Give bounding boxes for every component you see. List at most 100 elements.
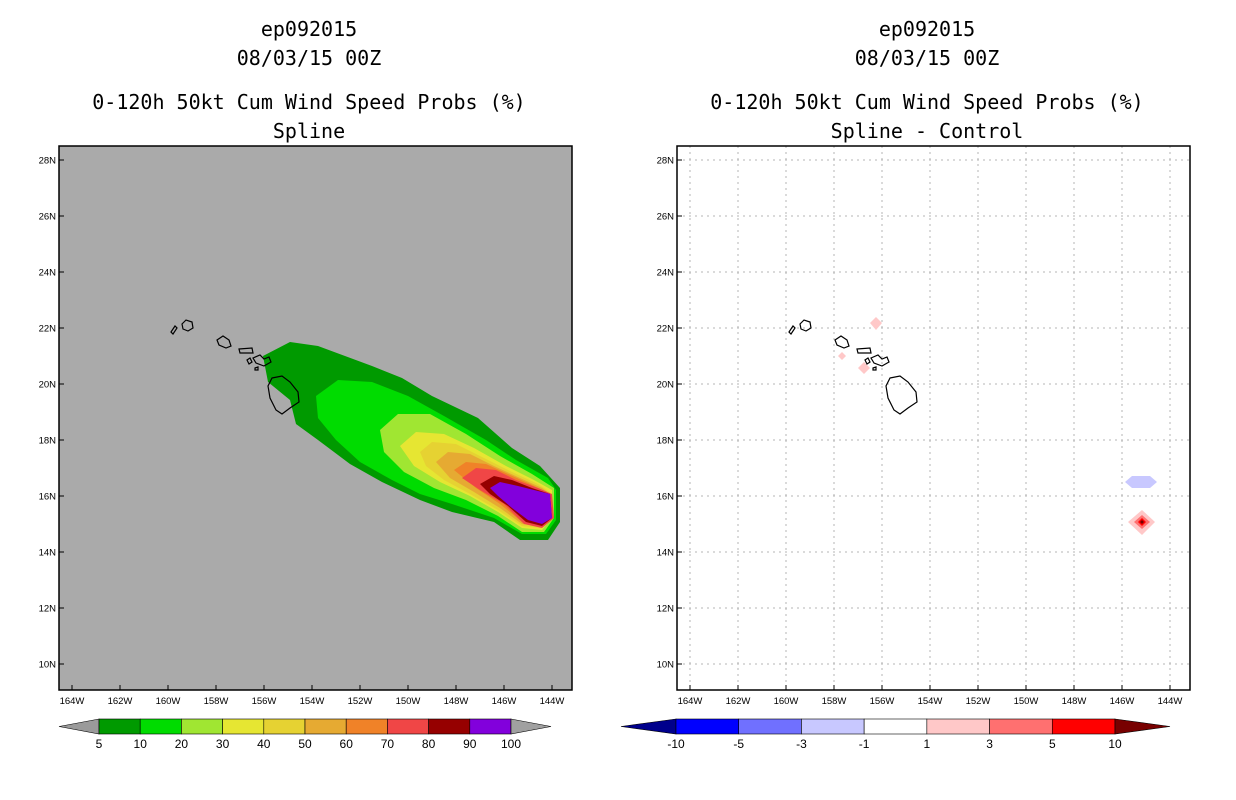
colorbar-swatch: [469, 718, 512, 735]
lon-tick-label: 160W: [156, 696, 181, 707]
left-colorbar: 5 10 20 30 40 50 60 70 80 90 100: [58, 718, 552, 751]
island-kahoolawe: [872, 366, 877, 371]
colorbar-label: -3: [796, 737, 807, 751]
colorbar-swatch: [675, 718, 740, 735]
lat-tick-label: 14N: [39, 548, 57, 559]
right-panel: ep092015 08/03/15 00Z 0-120h 50kt Cum Wi…: [618, 0, 1236, 800]
lon-tick-label: 154W: [300, 696, 325, 707]
left-panel: ep092015 08/03/15 00Z 0-120h 50kt Cum Wi…: [39, 17, 573, 751]
lon-tick-label: 148W: [444, 696, 469, 707]
lon-tick-label: 144W: [1158, 696, 1183, 707]
lon-tick-label: 162W: [726, 696, 751, 707]
lon-tick-label: 154W: [918, 696, 943, 707]
colorbar-label: 90: [463, 737, 477, 751]
colorbar-swatch: [139, 718, 182, 735]
lon-tick-label: 164W: [678, 696, 703, 707]
island-kahoolawe: [254, 366, 259, 371]
lon-tick-label: 152W: [348, 696, 373, 707]
hawaii-islands-left: [170, 319, 300, 415]
colorbar-label: 30: [216, 737, 230, 751]
left-datetime: 08/03/15 00Z: [236, 46, 382, 70]
lat-tick-label: 16N: [39, 492, 57, 503]
island-big-island: [267, 375, 300, 415]
right-colorbar: -10 -5 -3 -1 1 3 5 10: [620, 718, 1171, 751]
island-niihau: [170, 325, 178, 335]
diff-molokai-south: [858, 362, 870, 374]
lon-tick-label: 146W: [492, 696, 517, 707]
lon-tick-label: 152W: [966, 696, 991, 707]
colorbar-swatch: [98, 718, 141, 735]
prob-band-90: [490, 482, 552, 524]
colorbar-label: 20: [175, 737, 189, 751]
lon-tick-label: 156W: [870, 696, 895, 707]
colorbar-label: -10: [667, 737, 685, 751]
lon-tick-label: 158W: [204, 696, 229, 707]
colorbar-label: 50: [298, 737, 312, 751]
lat-tick-label: 20N: [39, 380, 57, 391]
lon-tick-label: 160W: [774, 696, 799, 707]
island-maui: [252, 354, 272, 367]
hawaii-islands-right: [788, 319, 918, 415]
lat-tick-label: 26N: [657, 212, 675, 223]
island-kauai: [799, 319, 812, 332]
colorbar-label: -5: [733, 737, 744, 751]
island-big-island: [885, 375, 918, 415]
colorbar-label: 80: [422, 737, 436, 751]
colorbar-swatch: [345, 718, 388, 735]
island-lanai: [246, 357, 253, 365]
lon-tick-label: 150W: [1014, 696, 1039, 707]
colorbar-label: 100: [501, 737, 521, 751]
lat-tick-label: 18N: [657, 436, 675, 447]
island-kauai: [181, 319, 194, 332]
left-lon-axis: 164W 162W 160W 158W 156W 154W 152W 150W 148W 146W…: [60, 685, 565, 707]
colorbar-swatch: [304, 718, 347, 735]
right-datetime: 08/03/15 00Z: [854, 46, 1000, 70]
colorbar-label: -1: [859, 737, 870, 751]
right-map-frame: [676, 145, 1191, 691]
colorbar-swatch: [801, 718, 865, 735]
colorbar-swatch: [863, 718, 928, 735]
colorbar-label: 70: [381, 737, 395, 751]
lon-tick-label: 144W: [540, 696, 565, 707]
colorbar-arrow-left: [58, 718, 100, 735]
island-oahu: [834, 335, 850, 349]
lat-tick-label: 24N: [39, 268, 57, 279]
lon-tick-label: 150W: [396, 696, 421, 707]
lat-tick-label: 14N: [657, 548, 675, 559]
island-lanai: [864, 357, 871, 365]
lat-tick-label: 12N: [39, 604, 57, 615]
lat-tick-label: 28N: [39, 156, 57, 167]
right-map-background: [677, 146, 1190, 690]
right-grid: [677, 146, 1190, 690]
diff-negative-east: [1125, 476, 1157, 488]
diff-kauai-north: [870, 317, 882, 330]
colorbar-swatch: [1051, 718, 1116, 735]
colorbar-swatch: [181, 718, 223, 735]
lat-tick-label: 12N: [657, 604, 675, 615]
right-lat-axis: 28N 26N 24N 22N 20N 18N 16N 14N 12N 10N: [657, 156, 682, 671]
colorbar-swatch: [926, 718, 990, 735]
colorbar-arrow-right: [1114, 718, 1171, 735]
island-maui: [870, 354, 890, 367]
lon-tick-label: 148W: [1062, 696, 1087, 707]
colorbar-label: 5: [1049, 737, 1056, 751]
lon-tick-label: 162W: [108, 696, 133, 707]
diff-oahu-south: [838, 352, 846, 360]
colorbar-swatch: [222, 718, 265, 735]
probability-swath: [263, 342, 560, 540]
colorbar-swatch: [263, 718, 306, 735]
colorbar-label: 60: [340, 737, 354, 751]
left-product-title: 0-120h 50kt Cum Wind Speed Probs (%): [92, 90, 526, 114]
island-molokai: [856, 347, 872, 354]
colorbar-swatch: [387, 718, 429, 735]
colorbar-label: 1: [924, 737, 931, 751]
colorbar-label: 10: [1108, 737, 1122, 751]
right-product-title: 0-120h 50kt Cum Wind Speed Probs (%): [710, 90, 1144, 114]
lon-tick-label: 146W: [1110, 696, 1135, 707]
colorbar-arrow-right: [510, 718, 552, 735]
left-subtitle: Spline: [272, 119, 346, 143]
left-storm-id: ep092015: [260, 17, 358, 41]
lat-tick-label: 26N: [39, 212, 57, 223]
